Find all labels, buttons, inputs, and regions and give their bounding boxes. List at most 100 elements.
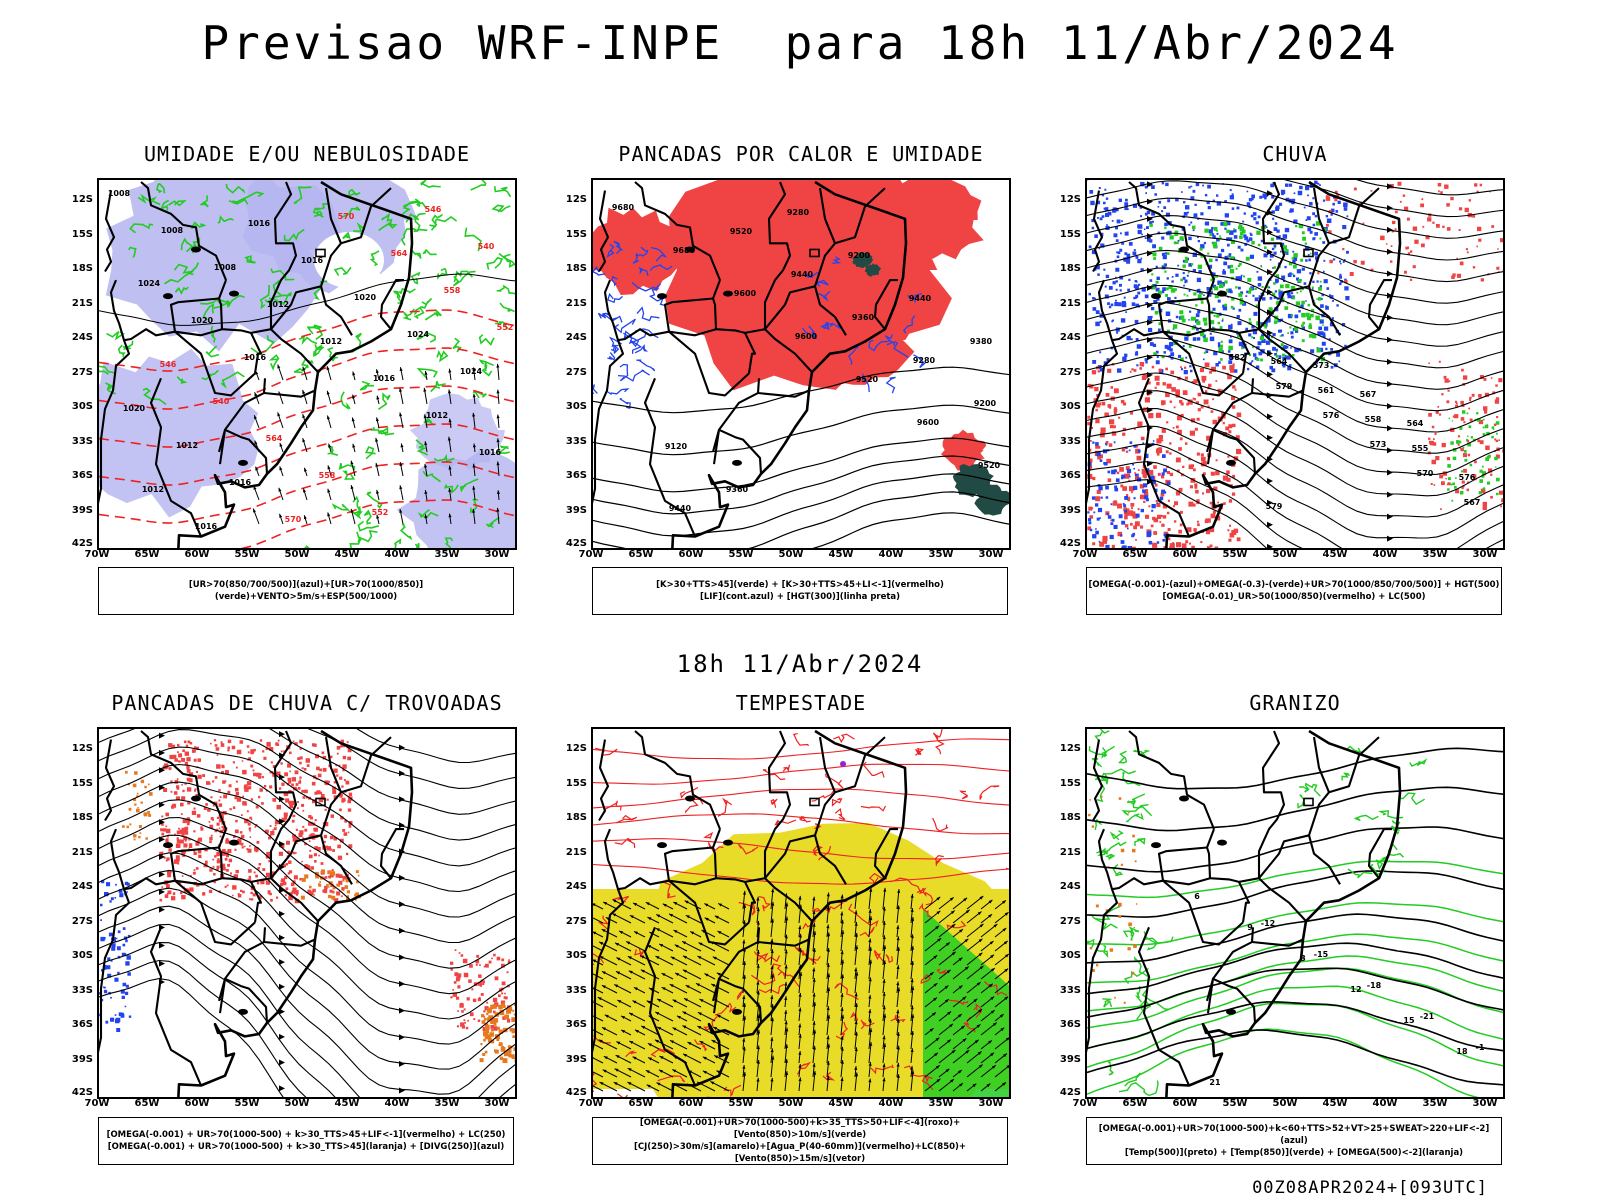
lat-tick-label: 39S: [565, 1053, 587, 1065]
lat-tick-label: 42S: [71, 1087, 93, 1098]
lon-tick-label: 45W: [828, 1098, 854, 1109]
trovoadas-legend: [OMEGA(-0.001) + UR>70(1000-500) + k>30_…: [98, 1117, 514, 1165]
contour-label: 573: [1313, 361, 1330, 370]
contour-label: 1012: [267, 300, 289, 309]
lon-tick-label: 55W: [234, 1098, 260, 1109]
legend-line: [OMEGA(-0.001)-(azul)+OMEGA(-0.3)-(verde…: [1088, 580, 1500, 590]
lon-tick-label: 50W: [778, 1098, 804, 1109]
contour-label: 9360: [852, 313, 875, 322]
lat-tick-label: 24S: [71, 332, 93, 343]
lat-tick-label: 21S: [71, 846, 93, 858]
contour-label: 9600: [795, 332, 818, 341]
contour-label: 1020: [191, 316, 214, 325]
lat-tick-label: 18S: [565, 263, 587, 274]
lat-tick-label: 42S: [1059, 538, 1081, 549]
contour-label: 564: [1271, 357, 1288, 366]
contour-label: 576: [1459, 473, 1476, 482]
contour-label: 558: [444, 286, 461, 295]
contour-label: 579: [1276, 382, 1293, 391]
lon-tick-label: 70W: [578, 549, 604, 560]
contour-label: 1012: [176, 441, 198, 450]
contour-label: 573: [1370, 440, 1387, 449]
lat-tick-label: 39S: [565, 504, 587, 516]
contour-label: 564: [1407, 419, 1424, 428]
lat-tick-label: 24S: [71, 881, 93, 892]
lat-tick-label: 21S: [1059, 297, 1081, 309]
contour-label: -15: [1314, 950, 1329, 959]
contour-label: 552: [372, 508, 389, 517]
lon-tick-label: 65W: [1122, 1098, 1148, 1109]
lon-tick-label: 30W: [484, 1098, 510, 1109]
contour-label: 9200: [974, 399, 997, 408]
contour-label: 1016: [301, 256, 324, 265]
lat-tick-label: 12S: [565, 194, 587, 205]
contour-label: 546: [160, 360, 177, 369]
contour-label: 1016: [195, 522, 218, 531]
contour-label: 9520: [856, 375, 879, 384]
contour-label: 558: [1365, 415, 1382, 424]
lon-tick-label: 55W: [728, 549, 754, 560]
lon-tick-label: 60W: [678, 549, 704, 560]
lon-tick-label: 35W: [928, 549, 954, 560]
lon-tick-label: 35W: [1422, 549, 1448, 560]
chuva-panel-title: CHUVA: [1262, 142, 1328, 166]
contour-label: 1012: [426, 411, 448, 420]
umidade-panel-title: UMIDADE E/OU NEBULOSIDADE: [143, 142, 471, 166]
legend-line: [OMEGA(-0.01)_UR>50(1000/850)(vermelho) …: [1162, 592, 1426, 602]
lon-tick-label: 70W: [578, 1098, 604, 1109]
lat-tick-label: 21S: [71, 297, 93, 309]
lon-tick-label: 40W: [1372, 549, 1398, 560]
lon-tick-label: 50W: [1272, 549, 1298, 560]
lat-tick-label: 15S: [565, 228, 587, 240]
trovoadas-panel-title: PANCADAS DE CHUVA C/ TROVOADAS: [111, 691, 503, 715]
granizo-panel-title: GRANIZO: [1249, 691, 1341, 715]
contour-label: 9440: [909, 294, 932, 303]
tempestade-map-svg: [593, 729, 1009, 1097]
lat-tick-label: 15S: [71, 228, 93, 240]
contour-label: 21: [1209, 1078, 1221, 1087]
contour-label: 582: [1229, 353, 1246, 362]
lat-tick-label: 42S: [1059, 1087, 1081, 1098]
lon-tick-label: 30W: [1472, 1098, 1498, 1109]
contour-label: 570: [338, 212, 355, 221]
contour-label: 567: [1360, 390, 1377, 399]
contour-label: 1020: [123, 404, 146, 413]
lon-tick-label: 40W: [1372, 1098, 1398, 1109]
legend-line: [OMEGA(-0.001) + UR>70(1000-500) + k>30_…: [107, 1142, 505, 1152]
lon-tick-label: 65W: [134, 549, 160, 560]
lat-tick-label: 24S: [1059, 332, 1081, 343]
lon-tick-label: 60W: [1172, 1098, 1198, 1109]
lon-tick-label: 35W: [1422, 1098, 1448, 1109]
lat-tick-label: 27S: [565, 915, 587, 927]
trovoadas-map-svg: [99, 729, 515, 1097]
trovoadas-map: [97, 727, 517, 1099]
lon-tick-label: 55W: [1222, 549, 1248, 560]
lon-tick-label: 65W: [134, 1098, 160, 1109]
lat-tick-label: 36S: [71, 470, 93, 481]
lat-tick-label: 15S: [1059, 777, 1081, 789]
lon-tick-label: 40W: [878, 1098, 904, 1109]
contour-label: 18: [1456, 1047, 1468, 1056]
run-footer: 00Z08APR2024+[093UTC]: [1252, 1178, 1488, 1198]
lat-tick-label: 36S: [1059, 1019, 1081, 1030]
contour-label: 6: [1194, 892, 1200, 901]
pancadas-calor-map: 9680 9680 9600 9600 9520 9600 9520 9440 9520 9440…: [591, 178, 1011, 550]
lon-tick-label: 55W: [728, 1098, 754, 1109]
contour-label: -21: [1420, 1012, 1435, 1021]
lat-tick-label: 42S: [565, 538, 587, 549]
lat-tick-label: 12S: [71, 194, 93, 205]
legend-line: [LIF](cont.azul) + [HGT(300)](linha pret…: [699, 592, 901, 602]
contour-label: 9380: [970, 337, 993, 346]
lon-tick-label: 30W: [484, 549, 510, 560]
lat-tick-label: 39S: [1059, 504, 1081, 516]
contour-label: -1: [1476, 1043, 1485, 1052]
lat-tick-label: 42S: [71, 538, 93, 549]
umidade-map: 1008 1008 1008 1012 1012 1016 1012 1016 1012 1016…: [97, 178, 517, 550]
contour-label: 576: [1323, 411, 1340, 420]
contour-label: 1024: [138, 279, 161, 288]
lat-tick-label: 18S: [71, 263, 93, 274]
lat-tick-label: 24S: [565, 881, 587, 892]
lon-tick-label: 60W: [184, 549, 210, 560]
legend-line: [UR>70(850/700/500)](azul)+[UR>70(1000/8…: [188, 580, 424, 602]
lat-tick-label: 30S: [1059, 950, 1081, 961]
